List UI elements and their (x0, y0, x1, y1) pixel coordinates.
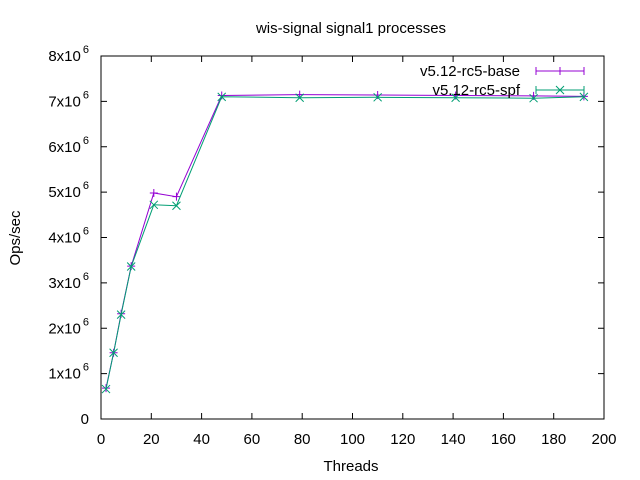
x-tick-label: 20 (143, 431, 160, 448)
x-axis-ticks: 0 20 40 60 80 100 120 140 160 180 200 (97, 56, 617, 448)
y-tick-mantissa: 3x10 (48, 275, 81, 292)
x-tick-label: 80 (294, 431, 311, 448)
x-tick-label: 140 (441, 431, 466, 448)
legend: v5.12-rc5-base v5.12-rc5-spf (420, 63, 584, 99)
y-tick-exponent: 6 (83, 226, 89, 238)
y-tick-label: 0 (81, 411, 89, 428)
y-tick-exponent: 6 (83, 362, 89, 374)
legend-label: v5.12-rc5-spf (432, 82, 520, 99)
y-tick-mantissa: 5x10 (48, 184, 81, 201)
y-tick-label: 3x10 6 (48, 271, 89, 292)
y-tick-mantissa: 4x10 (48, 230, 81, 247)
y-tick-label: 2x10 6 (48, 316, 89, 337)
y-tick-exponent: 6 (83, 89, 89, 101)
y-tick-mantissa: 7x10 (48, 93, 81, 110)
x-tick-label: 200 (591, 431, 616, 448)
y-tick-label: 1x10 6 (48, 362, 89, 383)
data-point (218, 91, 226, 99)
y-tick-label: 6x10 6 (48, 135, 89, 156)
y-tick-exponent: 6 (83, 180, 89, 192)
series-line (106, 97, 584, 389)
series-line (106, 95, 584, 389)
y-tick-mantissa: 2x10 (48, 320, 81, 337)
legend-label: v5.12-rc5-base (420, 63, 520, 80)
y-tick-label: 7x10 6 (48, 89, 89, 110)
x-tick-label: 100 (340, 431, 365, 448)
series-v5.12-rc5-base (102, 91, 588, 393)
y-tick-label: 8x10 6 (48, 44, 89, 65)
x-axis-title: Threads (323, 458, 378, 475)
chart: wis-signal signal1 processes 0 20 40 60 80 10… (0, 0, 640, 480)
y-axis-title: Ops/sec (7, 210, 24, 266)
y-tick-mantissa: 6x10 (48, 139, 81, 156)
plot-frame (101, 56, 604, 419)
y-tick-exponent: 6 (83, 271, 89, 283)
x-tick-label: 60 (244, 431, 261, 448)
y-tick-exponent: 6 (83, 316, 89, 328)
x-tick-label: 160 (491, 431, 516, 448)
y-tick-label: 5x10 6 (48, 180, 89, 201)
y-tick-mantissa: 0 (81, 411, 89, 428)
y-tick-mantissa: 8x10 (48, 48, 81, 65)
data-point (150, 189, 158, 197)
x-tick-label: 120 (390, 431, 415, 448)
x-tick-label: 0 (97, 431, 105, 448)
y-tick-label: 4x10 6 (48, 226, 89, 247)
x-tick-label: 180 (541, 431, 566, 448)
series-layer (102, 91, 588, 393)
chart-title: wis-signal signal1 processes (255, 20, 446, 37)
y-tick-exponent: 6 (83, 135, 89, 147)
x-tick-label: 40 (193, 431, 210, 448)
y-tick-mantissa: 1x10 (48, 366, 81, 383)
y-tick-exponent: 6 (83, 44, 89, 56)
series-v5.12-rc5-spf (102, 93, 588, 393)
legend-marker (556, 67, 564, 75)
